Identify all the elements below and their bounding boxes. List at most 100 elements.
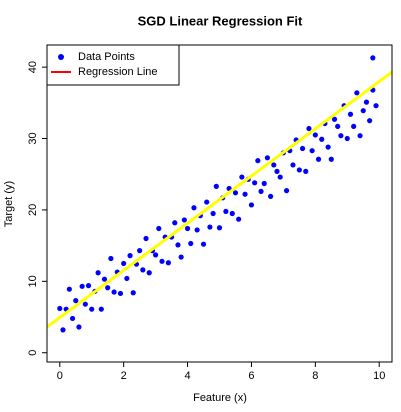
- y-tick-label: 20: [27, 204, 39, 216]
- y-axis-label: Target (y): [3, 181, 15, 227]
- data-point: [248, 202, 255, 208]
- data-point: [101, 276, 108, 282]
- y-tick-label: 10: [27, 275, 39, 287]
- data-point: [95, 270, 101, 276]
- x-axis-label: Feature (x): [193, 392, 247, 404]
- data-point: [156, 225, 162, 232]
- data-point: [184, 225, 191, 232]
- data-point: [274, 168, 280, 174]
- legend-label: Data Points: [78, 51, 135, 63]
- regression-line: [47, 70, 392, 329]
- data-point: [351, 123, 357, 129]
- y-tick-label: 0: [27, 350, 39, 356]
- data-point: [143, 235, 149, 242]
- data-point: [194, 227, 200, 233]
- data-point: [335, 123, 341, 129]
- data-point: [370, 55, 376, 61]
- data-point: [207, 224, 213, 230]
- y-tick-label: 40: [27, 61, 39, 73]
- data-point: [146, 270, 152, 276]
- x-tick-label: 6: [248, 370, 254, 382]
- data-point: [252, 180, 258, 186]
- data-point: [344, 135, 350, 142]
- data-point: [354, 90, 360, 96]
- data-point: [117, 290, 124, 297]
- data-point: [66, 286, 72, 292]
- data-point: [60, 327, 66, 333]
- data-point: [367, 118, 373, 124]
- data-point: [140, 267, 146, 273]
- data-point: [315, 156, 322, 162]
- data-point: [363, 99, 370, 105]
- data-point: [175, 242, 181, 248]
- data-point: [261, 180, 267, 187]
- data-point: [319, 136, 325, 142]
- data-point: [216, 225, 223, 231]
- x-tick-label: 2: [121, 370, 127, 382]
- data-point: [191, 205, 197, 211]
- data-point: [181, 217, 187, 223]
- data-point: [328, 156, 334, 162]
- data-point: [299, 145, 306, 152]
- data-point: [242, 191, 248, 197]
- legend-box: [46, 44, 180, 86]
- data-point: [271, 162, 277, 168]
- data-point: [373, 103, 379, 109]
- data-point: [82, 301, 88, 307]
- data-point: [303, 168, 309, 174]
- legend-marker: [58, 54, 64, 60]
- data-point: [79, 283, 85, 289]
- data-point: [204, 199, 210, 205]
- data-point: [89, 306, 95, 312]
- data-point: [73, 297, 79, 304]
- data-point: [57, 305, 63, 312]
- x-tick-label: 8: [312, 370, 318, 382]
- data-point: [331, 116, 338, 122]
- data-point: [127, 253, 133, 259]
- data-point: [357, 133, 363, 139]
- legend-label: Regression Line: [78, 66, 158, 78]
- data-point: [130, 290, 136, 296]
- data-point: [137, 248, 143, 254]
- data-point: [172, 220, 178, 226]
- data-point: [258, 188, 264, 194]
- data-point: [236, 216, 242, 222]
- chart-title: SGD Linear Regression Fit: [138, 13, 303, 28]
- data-point: [239, 174, 245, 180]
- data-point: [325, 144, 331, 150]
- data-point: [200, 241, 207, 247]
- data-point: [85, 283, 92, 289]
- data-point: [229, 210, 235, 217]
- data-point: [360, 108, 366, 114]
- data-point: [296, 167, 302, 173]
- data-point: [306, 125, 312, 132]
- data-point: [108, 255, 114, 262]
- y-tick-label: 30: [27, 132, 39, 144]
- data-point: [223, 208, 229, 214]
- data-point: [210, 210, 216, 217]
- data-point: [255, 158, 261, 164]
- x-tick-label: 4: [184, 370, 190, 382]
- data-point: [76, 324, 82, 330]
- data-point: [283, 188, 290, 194]
- data-point: [159, 258, 165, 264]
- data-point: [338, 133, 344, 139]
- data-point: [69, 315, 76, 322]
- data-point: [98, 306, 104, 312]
- data-point: [290, 162, 296, 168]
- data-point: [105, 285, 111, 291]
- data-point: [124, 275, 130, 282]
- data-point: [268, 193, 274, 199]
- x-tick-label: 0: [57, 370, 63, 382]
- data-point: [188, 240, 194, 247]
- data-point: [213, 183, 219, 189]
- data-point: [178, 254, 184, 260]
- data-point: [309, 148, 315, 154]
- data-point: [153, 252, 159, 258]
- data-point: [347, 111, 354, 117]
- plot-frame: [46, 44, 393, 363]
- data-point: [277, 174, 283, 180]
- data-point: [111, 289, 117, 295]
- x-tick-label: 10: [373, 370, 385, 382]
